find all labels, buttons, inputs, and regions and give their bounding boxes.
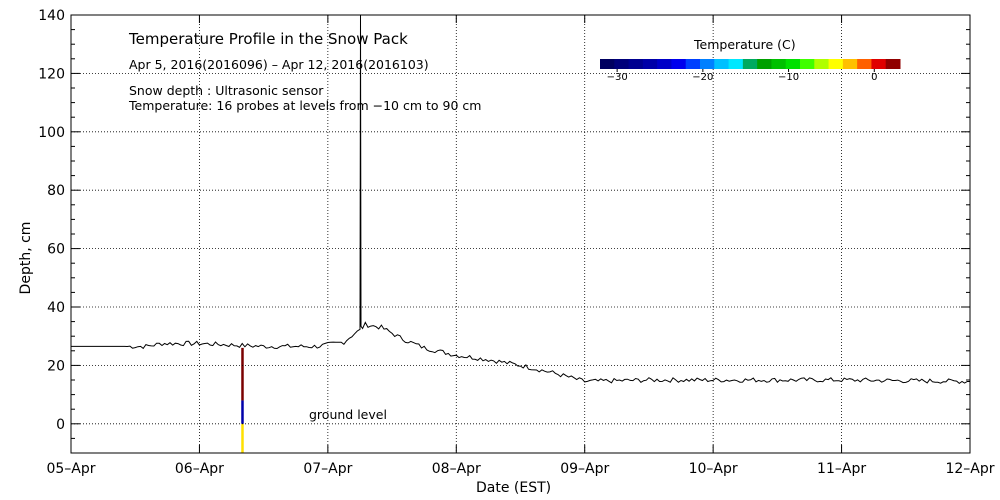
y-tick-label: 40	[47, 300, 65, 316]
y-tick-label: 80	[47, 183, 65, 199]
colorbar-swatch	[657, 59, 672, 69]
x-tick-label: 08–Apr	[432, 461, 481, 477]
colorbar-tick-label: −30	[607, 72, 628, 83]
colorbar-swatch	[628, 59, 644, 69]
colorbar-tick-label: 0	[871, 72, 877, 83]
colorbar-swatch	[600, 59, 615, 69]
colorbar-swatch	[771, 59, 787, 69]
x-axis-label: Date (EST)	[476, 480, 552, 496]
ground-level-annotation: ground level	[309, 407, 387, 422]
colorbar-swatch	[742, 59, 758, 69]
colorbar-swatch	[785, 59, 801, 69]
colorbar-swatch	[642, 59, 658, 69]
plot-frame	[70, 14, 971, 454]
colorbar-swatch	[842, 59, 858, 69]
colorbar-tick-label: −10	[778, 72, 799, 83]
y-tick-label: 60	[47, 242, 65, 258]
colorbar-swatch	[728, 59, 744, 69]
x-tick-label: 07–Apr	[303, 461, 352, 477]
chart-title: Temperature Profile in the Snow Pack	[129, 30, 408, 48]
temperature-profile-segment-1	[241, 400, 244, 424]
colorbar-swatch	[857, 59, 872, 69]
colorbar-swatch	[828, 59, 844, 69]
y-tick-label: 140	[38, 8, 65, 24]
x-tick-label: 05–Apr	[46, 461, 95, 477]
x-tick-label: 10–Apr	[689, 461, 738, 477]
snow-depth-series-line	[71, 14, 970, 385]
temperature-profile-segment-2	[241, 347, 244, 401]
y-tick-label: 120	[38, 66, 65, 82]
x-tick-label: 09–Apr	[560, 461, 609, 477]
colorbar-swatch	[700, 59, 715, 69]
colorbar-swatch	[871, 59, 887, 69]
x-tick-label: 12–Apr	[945, 461, 994, 477]
chart-subtitle: Apr 5, 2016(2016096) – Apr 12, 2016(2016…	[129, 57, 429, 72]
x-tick-label: 11–Apr	[817, 461, 866, 477]
colorbar-swatch	[614, 59, 630, 69]
y-tick-label: 20	[47, 358, 65, 374]
colorbar-tick-label: −20	[692, 72, 713, 83]
colorbar-swatch	[814, 59, 830, 69]
colorbar-swatch	[671, 59, 687, 69]
colorbar-title: Temperature (C)	[694, 37, 796, 52]
y-axis-label: Depth, cm	[18, 221, 34, 295]
colorbar-swatch	[714, 59, 730, 69]
colorbar-swatch	[685, 59, 701, 69]
x-tick-label: 06–Apr	[175, 461, 224, 477]
colorbar-swatch	[757, 59, 772, 69]
note-temperature: Temperature: 16 probes at levels from −1…	[129, 98, 482, 113]
temperature-profile-segment-0	[241, 423, 244, 453]
note-snow-depth: Snow depth : Ultrasonic sensor	[129, 83, 324, 98]
colorbar-swatch	[800, 59, 815, 69]
y-tick-label: 100	[38, 125, 65, 141]
y-tick-label: 0	[56, 417, 65, 433]
colorbar-swatch	[885, 59, 901, 69]
